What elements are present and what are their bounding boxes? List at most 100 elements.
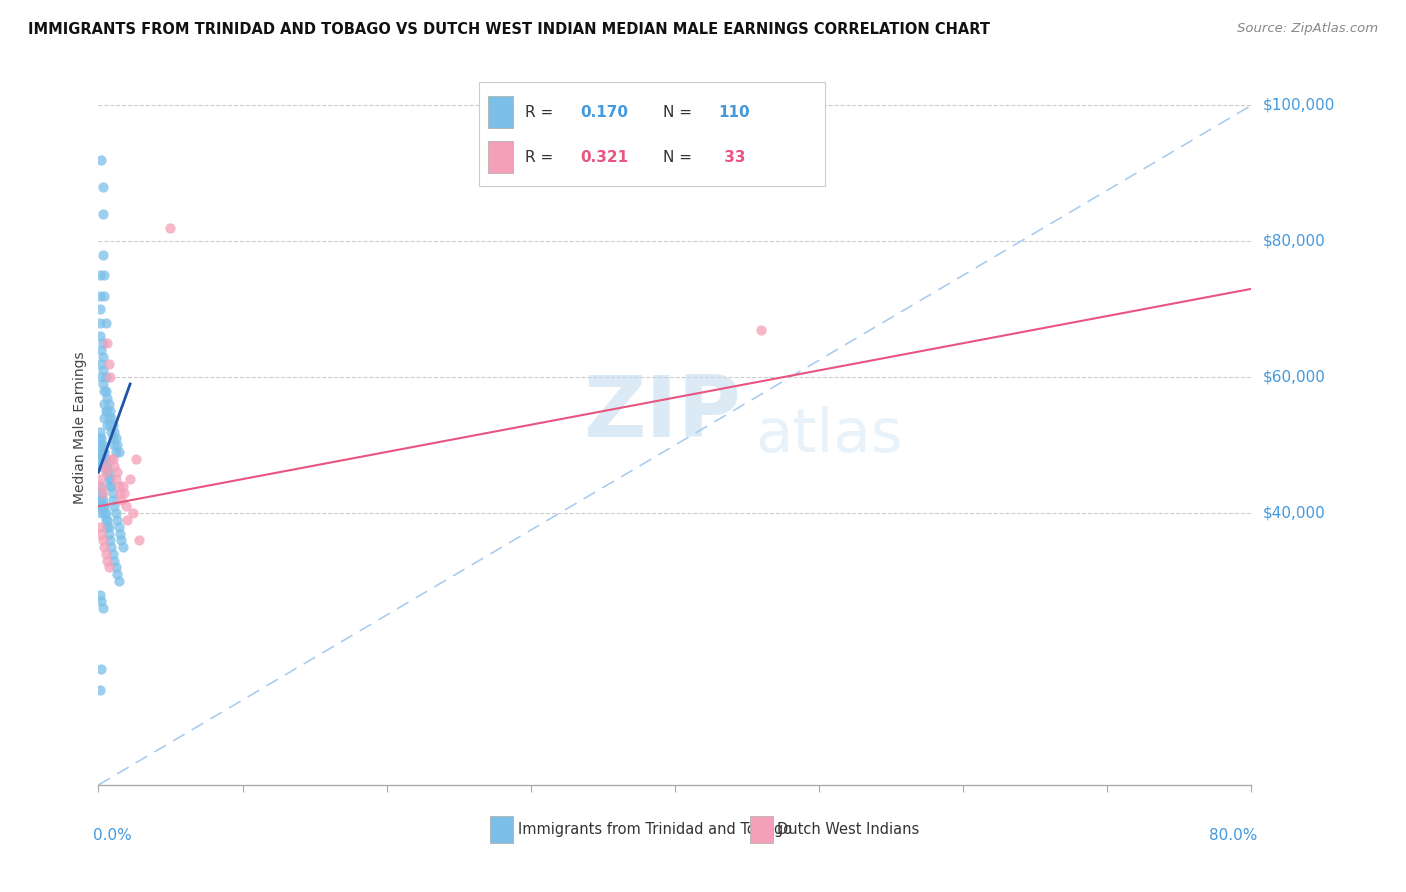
Point [97, 357, 120, 371]
Point [100, 411, 122, 425]
Text: $80,000: $80,000 [1263, 234, 1326, 249]
Point [91, 500, 114, 514]
Point [122, 506, 145, 520]
Point [91, 438, 114, 452]
Text: R =: R = [524, 150, 558, 165]
Point [93, 506, 115, 520]
Point [103, 458, 125, 473]
Point [96, 466, 118, 480]
Point [89, 268, 111, 283]
Point [97, 560, 120, 574]
Point [94, 513, 117, 527]
Point [107, 574, 129, 588]
Point [90, 153, 112, 167]
Point [98, 472, 121, 486]
Point [96, 519, 118, 533]
Point [117, 513, 139, 527]
Point [89, 485, 111, 500]
Point [89, 479, 111, 493]
Point [90, 492, 112, 507]
Text: R =: R = [524, 105, 558, 120]
Point [91, 350, 114, 364]
Point [108, 485, 131, 500]
Point [94, 370, 117, 384]
Text: $60,000: $60,000 [1263, 369, 1326, 384]
Point [98, 479, 121, 493]
Point [108, 526, 131, 541]
Point [97, 519, 120, 533]
Point [94, 547, 117, 561]
Point [101, 431, 124, 445]
Text: Dutch West Indians: Dutch West Indians [778, 822, 920, 838]
Point [91, 363, 114, 377]
Point [89, 492, 111, 507]
Point [89, 431, 111, 445]
Text: N =: N = [664, 105, 697, 120]
Point [91, 485, 114, 500]
Point [97, 411, 120, 425]
Point [100, 425, 122, 439]
Point [105, 513, 128, 527]
Point [125, 451, 148, 466]
FancyBboxPatch shape [488, 141, 513, 173]
Point [90, 506, 112, 520]
Point [89, 500, 111, 514]
Point [91, 445, 114, 459]
Point [94, 316, 117, 330]
FancyBboxPatch shape [488, 96, 513, 128]
Point [100, 540, 122, 554]
Point [103, 425, 125, 439]
Point [93, 451, 115, 466]
Point [91, 207, 114, 221]
Text: 0.0%: 0.0% [93, 828, 131, 843]
Text: 110: 110 [718, 105, 751, 120]
Point [120, 472, 142, 486]
Text: Immigrants from Trinidad and Tobago: Immigrants from Trinidad and Tobago [517, 822, 792, 838]
Point [90, 357, 112, 371]
Point [98, 533, 121, 548]
Point [104, 431, 127, 445]
Point [107, 445, 129, 459]
Point [104, 506, 127, 520]
Point [93, 458, 115, 473]
Point [89, 302, 111, 317]
Point [111, 479, 134, 493]
Point [89, 288, 111, 302]
Point [103, 500, 125, 514]
Point [91, 492, 114, 507]
Point [90, 451, 112, 466]
Point [94, 404, 117, 418]
Point [89, 472, 111, 486]
Point [90, 594, 112, 608]
Point [101, 547, 124, 561]
Point [93, 268, 115, 283]
Point [96, 391, 118, 405]
Point [97, 397, 120, 411]
Point [90, 431, 112, 445]
Point [89, 316, 111, 330]
Point [90, 438, 112, 452]
Point [110, 533, 132, 548]
Point [100, 479, 122, 493]
Text: atlas: atlas [755, 406, 903, 465]
Point [89, 519, 111, 533]
Point [96, 417, 118, 432]
Text: $100,000: $100,000 [1263, 98, 1334, 113]
Text: ZIP: ZIP [582, 372, 741, 456]
Point [96, 336, 118, 351]
Point [91, 248, 114, 262]
Point [89, 425, 111, 439]
Point [103, 554, 125, 568]
Point [98, 404, 121, 418]
Text: N =: N = [664, 150, 697, 165]
Point [89, 438, 111, 452]
Point [90, 343, 112, 357]
Point [111, 540, 134, 554]
Point [90, 370, 112, 384]
Point [101, 492, 124, 507]
Point [100, 451, 122, 466]
FancyBboxPatch shape [491, 816, 513, 844]
Point [93, 500, 115, 514]
Point [94, 451, 117, 466]
Point [110, 492, 132, 507]
